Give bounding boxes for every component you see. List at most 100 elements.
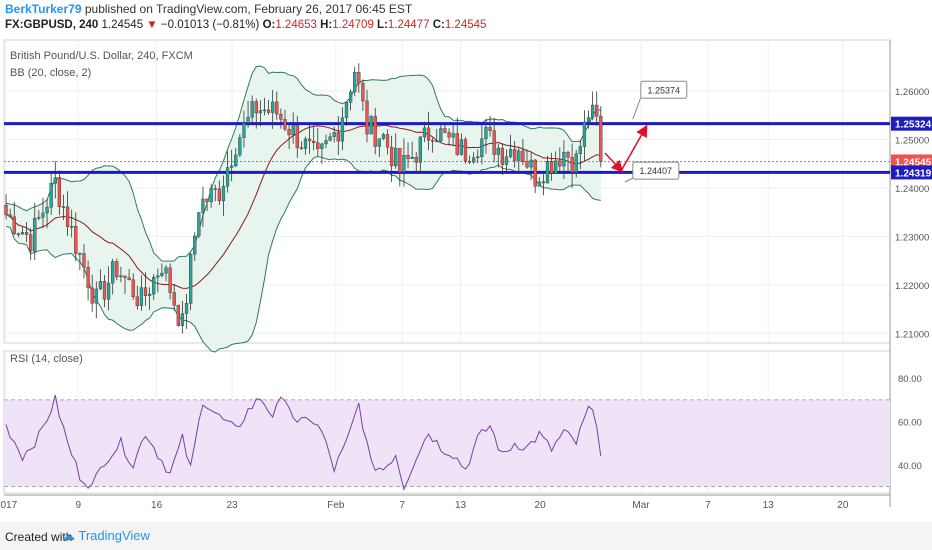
candle-body	[484, 127, 488, 139]
candle-body	[521, 150, 525, 162]
publish-header: BerkTurker79 published on TradingView.co…	[5, 2, 412, 16]
candle	[558, 147, 562, 174]
candle-body	[266, 109, 271, 113]
candle-body	[94, 288, 98, 304]
time-axis[interactable]: 2017 9 16 23 Feb 7 13 20 Mar 7 13 20	[0, 494, 890, 511]
candle-body	[225, 167, 230, 187]
candle	[106, 266, 111, 311]
candle	[78, 252, 82, 271]
candle	[176, 304, 180, 327]
candle-body	[533, 159, 537, 187]
candle	[115, 258, 119, 281]
candle-body	[98, 281, 103, 290]
candle-body	[385, 134, 390, 148]
candle-body	[357, 71, 361, 84]
candle	[488, 115, 492, 137]
candle	[394, 133, 398, 169]
candle-body	[595, 104, 599, 117]
time-tick-label: 2017	[0, 500, 18, 511]
candle	[521, 139, 525, 166]
bb-basis	[5, 124, 601, 289]
candle	[213, 184, 217, 202]
price-tag	[891, 116, 932, 131]
candle-body	[160, 272, 164, 276]
candle	[303, 136, 308, 155]
candle-body	[504, 156, 509, 165]
callout-box	[632, 161, 680, 180]
price-axis[interactable]: 1.26000 1.25324 1.25000 1.24545 1.24000 1.243…	[891, 87, 932, 340]
candle	[582, 110, 587, 162]
candle-body	[78, 253, 82, 255]
footer-bar: Created with ☁ TradingView	[0, 522, 932, 550]
candle-body	[254, 101, 258, 114]
candle	[279, 108, 283, 129]
candle-body	[283, 119, 287, 130]
candle-body	[431, 139, 435, 142]
horizontal-levels[interactable]	[4, 122, 890, 174]
candle-body	[230, 165, 234, 168]
rsi-tick-label: 40.00	[898, 461, 922, 472]
candle-body	[307, 138, 312, 142]
candle-body	[328, 136, 332, 141]
candle	[29, 228, 33, 261]
candle	[37, 210, 41, 221]
candle-body	[312, 140, 316, 143]
candle-body	[332, 132, 336, 137]
candle	[295, 116, 299, 159]
candle-body	[135, 296, 139, 306]
candle	[57, 170, 62, 216]
rsi-pane-title[interactable]: RSI (14, close)	[10, 353, 83, 365]
bb-indicator-label[interactable]: BB (20, close, 2)	[10, 67, 92, 79]
candle-body	[394, 147, 398, 167]
candle-body	[275, 101, 279, 115]
candle-body	[467, 160, 472, 163]
candle-body	[586, 117, 591, 123]
chart-canvas[interactable]: 1.25374 1.24407 1.26000 1.25324 1.25000 1.24…	[0, 0, 932, 520]
candle-body	[193, 235, 197, 255]
high-value: 1.24709	[332, 19, 374, 31]
candle	[320, 142, 324, 164]
publish-info: published on TradingView.com, February 2…	[84, 2, 413, 16]
candle	[484, 118, 488, 154]
author-link[interactable]: BerkTurker79	[5, 2, 82, 16]
candle	[431, 137, 435, 153]
candle	[225, 151, 230, 193]
candle	[12, 201, 16, 236]
candle	[156, 268, 160, 293]
candle-body	[480, 138, 484, 157]
price-tick-label: 1.25000	[895, 135, 929, 146]
price-change: −0.01013 (−0.81%)	[160, 19, 260, 31]
candle-body	[340, 117, 345, 142]
candle	[455, 117, 459, 157]
candle	[127, 268, 131, 281]
candle-body	[65, 206, 70, 227]
candle-body	[180, 313, 185, 326]
time-tick-label: 16	[151, 500, 163, 511]
candle-body	[127, 277, 131, 281]
candle-body	[525, 161, 529, 168]
candle-body	[102, 281, 107, 300]
candle-body	[82, 253, 86, 268]
candle	[184, 293, 189, 329]
symbol-ohlc-line: FX:GBPUSD, 240 1.24545 ▼ −0.01013 (−0.81…	[5, 19, 486, 31]
tradingview-logo[interactable]: ☁ TradingView	[62, 528, 150, 544]
candle	[234, 147, 238, 168]
candle-body	[365, 100, 369, 135]
price-tick-label: 1.24000	[895, 184, 929, 195]
candle-body	[398, 147, 402, 173]
candle	[365, 89, 369, 143]
candle-body	[24, 232, 29, 235]
candle	[168, 263, 172, 300]
candle-body	[537, 181, 541, 187]
candle-body	[262, 109, 267, 112]
price-tick-label: 1.23000	[895, 232, 929, 243]
candle	[180, 301, 185, 334]
candle	[123, 275, 127, 294]
candle	[447, 128, 451, 146]
annotations[interactable]: 1.25374 1.24407	[604, 80, 688, 183]
candle	[238, 134, 242, 158]
candle	[340, 107, 345, 151]
candle	[369, 114, 373, 135]
candle-body	[152, 276, 156, 295]
candle	[8, 208, 12, 219]
